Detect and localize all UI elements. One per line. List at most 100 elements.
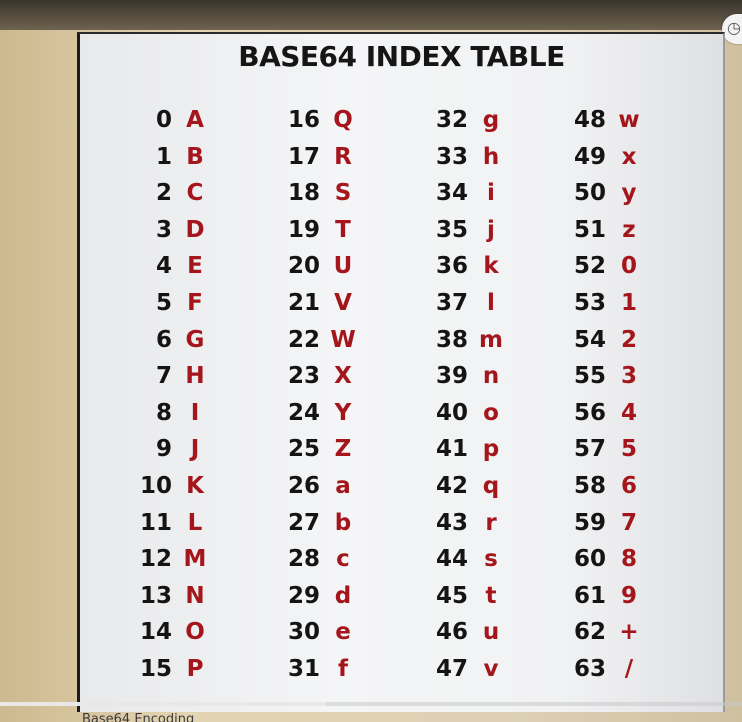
table-row: 38 m (406, 322, 518, 359)
table-row: 47 v (406, 651, 518, 688)
table-row: 19 T (258, 212, 370, 249)
index-value: 31 (287, 655, 320, 682)
base64-char: N (185, 582, 205, 609)
base64-char: Q (333, 107, 353, 133)
table-row: 59 7 (544, 505, 656, 542)
base64-char: 7 (620, 509, 637, 536)
base64-char: Z (334, 436, 352, 463)
base64-char: k (483, 253, 499, 280)
table-row: 16 Q (258, 102, 370, 139)
base64-char: t (485, 582, 497, 609)
table-row: 28 c (258, 541, 370, 578)
base64-char: r (485, 509, 497, 536)
index-value: 60 (573, 546, 606, 573)
base64-char: e (335, 619, 351, 646)
index-value: 58 (573, 472, 606, 499)
player-corner-control[interactable]: ◷ (722, 14, 742, 44)
page-title: BASE64 INDEX TABLE (238, 40, 565, 73)
base64-char: g (482, 107, 500, 133)
table-row: 20 U (258, 248, 370, 285)
table-row: 41 p (406, 431, 518, 468)
index-value: 43 (435, 509, 468, 536)
index-value: 30 (287, 619, 320, 646)
base64-char: C (186, 180, 204, 207)
table-column-2: 16 Q 17 R 18 S 19 T 20 U 21 V 22 W 23 X 24 Y 25 Z 26 a 27 b 28 c 2… (258, 102, 370, 688)
video-top-shadow (0, 0, 742, 30)
base64-char: X (334, 363, 352, 390)
base64-char: i (487, 180, 495, 207)
table-row: 10 K (110, 468, 222, 505)
base64-char: q (482, 472, 500, 499)
index-value: 18 (287, 180, 320, 207)
table-row: 42 q (406, 468, 518, 505)
index-value: 32 (435, 107, 468, 133)
index-value: 23 (287, 363, 320, 390)
base64-char: R (334, 143, 352, 170)
table-column-3: 32 g 33 h 34 i 35 j 36 k 37 l 38 m 39 n 40 o 41 p 42 q 43 r 44 s 4… (406, 102, 518, 688)
table-row: 13 N (110, 578, 222, 615)
index-value: 41 (435, 436, 468, 463)
base64-char: f (337, 655, 348, 682)
base64-char: O (185, 619, 205, 646)
table-row: 22 W (258, 322, 370, 359)
base64-char: p (482, 436, 500, 463)
index-value: 37 (435, 289, 468, 316)
base64-char: G (185, 326, 205, 353)
base64-char: 1 (620, 289, 637, 316)
table-row: 25 Z (258, 431, 370, 468)
base64-char: + (619, 619, 639, 646)
base64-char: J (190, 436, 200, 463)
index-value: 25 (287, 436, 320, 463)
table-row: 30 e (258, 614, 370, 651)
index-value: 44 (435, 546, 468, 573)
base64-char: c (336, 546, 350, 573)
table-row: 50 y (544, 175, 656, 212)
index-value: 15 (139, 655, 172, 682)
index-value: 24 (287, 399, 320, 426)
index-value: 45 (435, 582, 468, 609)
base64-char: V (334, 289, 352, 316)
index-value: 49 (573, 143, 606, 170)
index-value: 48 (573, 107, 606, 133)
table-row: 39 n (406, 358, 518, 395)
index-value: 46 (435, 619, 468, 646)
index-value: 42 (435, 472, 468, 499)
table-row: 32 g (406, 102, 518, 139)
index-value: 13 (139, 582, 172, 609)
base64-char: B (186, 143, 204, 170)
table-row: 35 j (406, 212, 518, 249)
table-row: 27 b (258, 505, 370, 542)
base64-char: 3 (620, 363, 637, 390)
base64-char: E (187, 253, 203, 280)
index-value: 27 (287, 509, 320, 536)
index-value: 17 (287, 143, 320, 170)
table-row: 33 h (406, 139, 518, 176)
video-caption: Base64 Encoding (82, 712, 195, 722)
index-value: 50 (573, 180, 606, 207)
index-value: 52 (573, 253, 606, 280)
base64-char: H (185, 363, 205, 390)
index-value: 39 (435, 363, 468, 390)
index-value: 4 (155, 253, 172, 280)
base64-char: W (330, 326, 356, 353)
base64-char: 4 (620, 399, 637, 426)
index-value: 55 (573, 363, 606, 390)
base64-char: b (334, 509, 352, 536)
index-value: 33 (435, 143, 468, 170)
base64-char: U (333, 253, 353, 280)
index-value: 0 (155, 107, 172, 133)
index-value: 21 (287, 289, 320, 316)
video-progress-bar[interactable] (0, 702, 742, 706)
table-row: 56 4 (544, 395, 656, 432)
index-value: 2 (155, 180, 172, 207)
table-row: 63 / (544, 651, 656, 688)
base64-char: I (190, 399, 200, 426)
table-row: 31 f (258, 651, 370, 688)
base64-char: x (621, 143, 637, 170)
table-row: 40 o (406, 395, 518, 432)
base64-char: n (482, 363, 500, 390)
index-value: 20 (287, 253, 320, 280)
base64-char: a (335, 472, 351, 499)
